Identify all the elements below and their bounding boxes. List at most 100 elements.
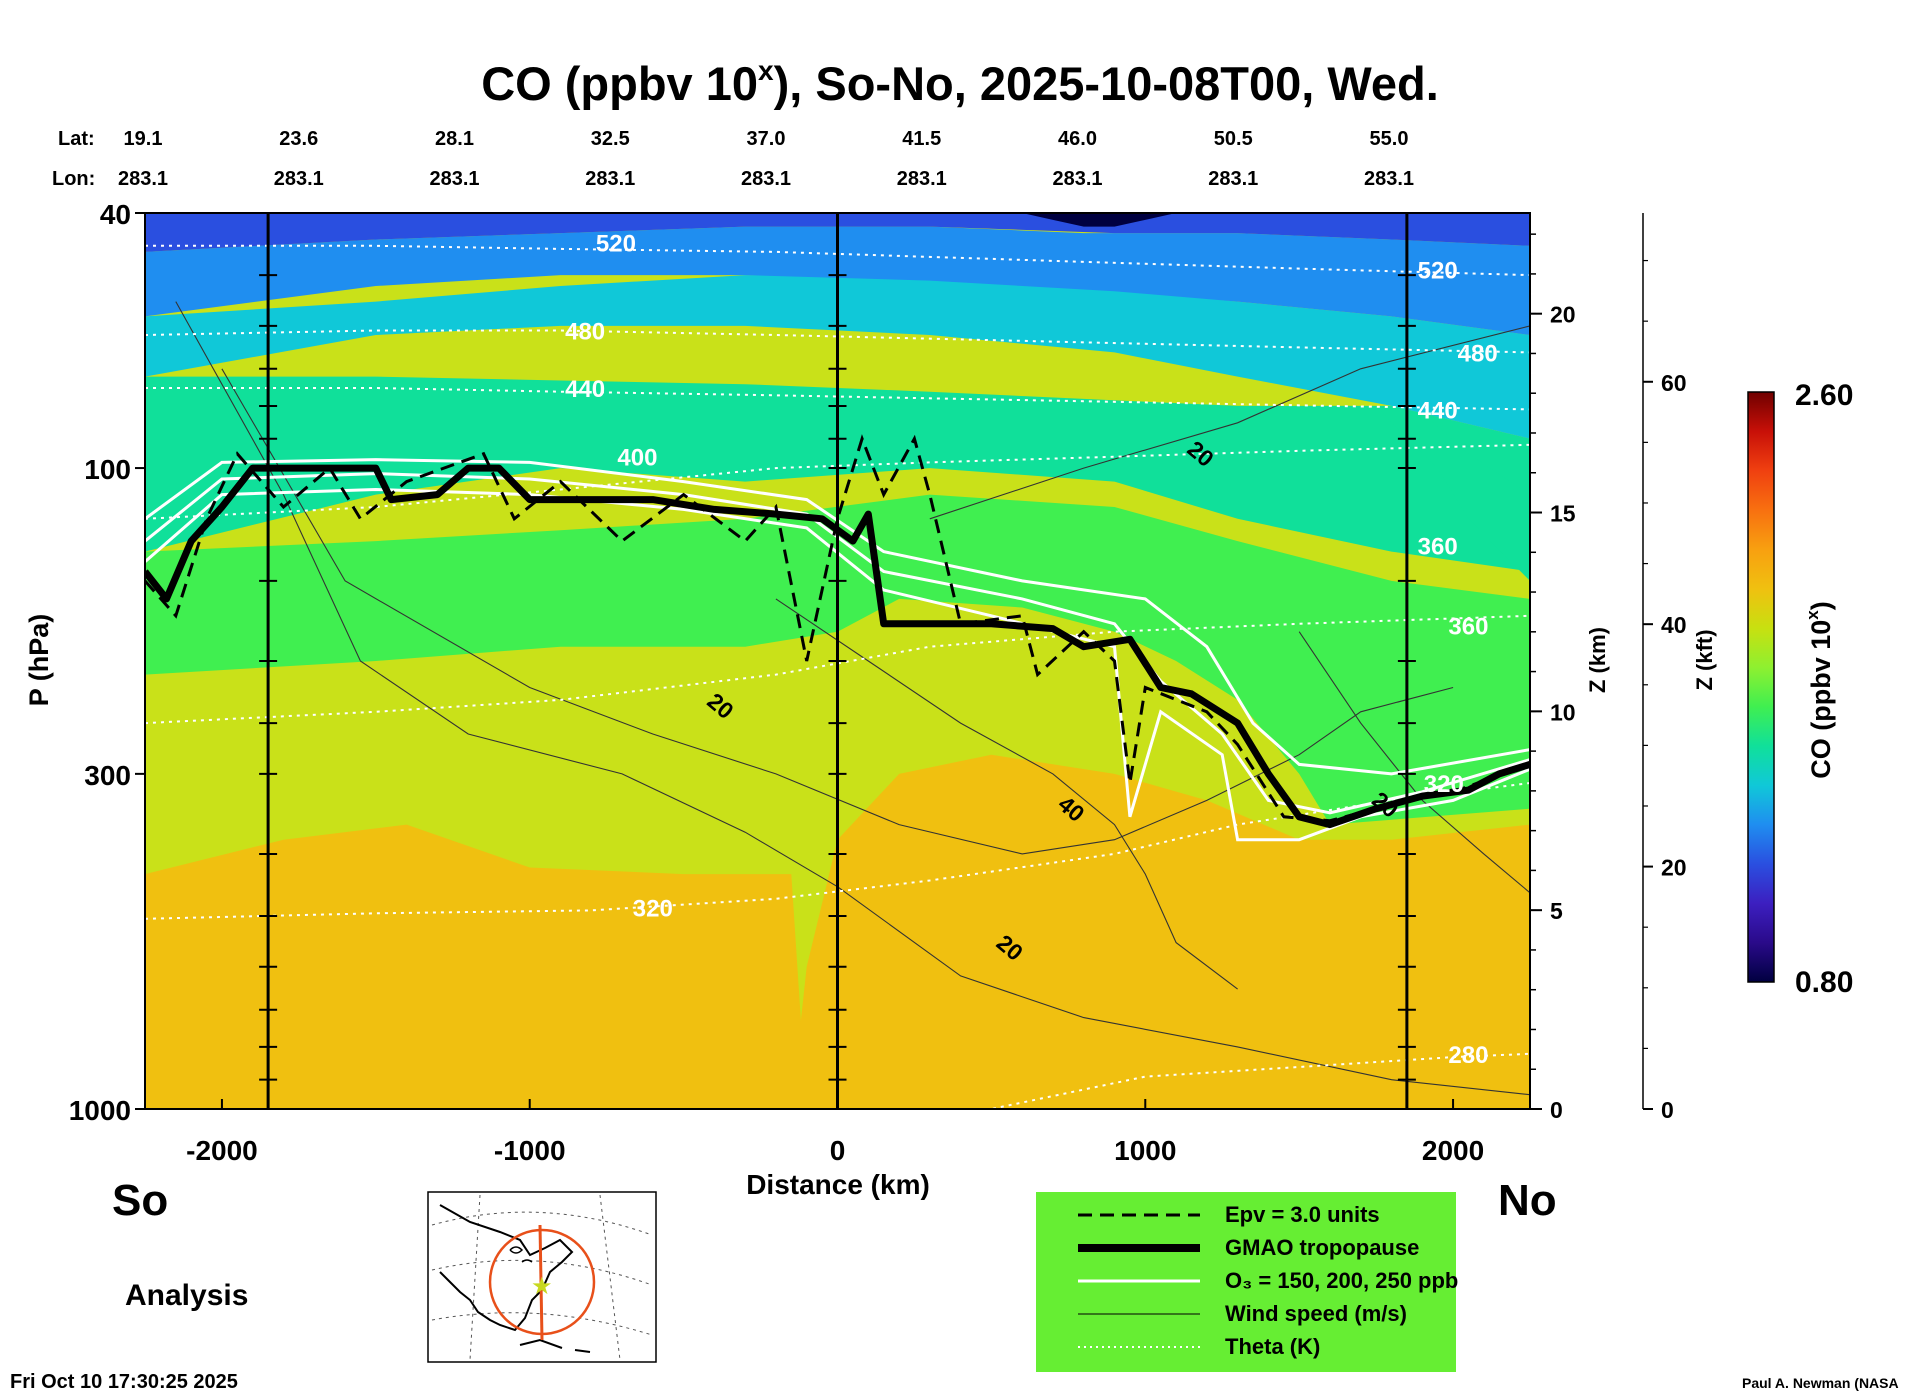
wind-contour <box>1298 631 1530 894</box>
z-km-axis-title: Z (km) <box>1585 627 1610 693</box>
co-field-region <box>1022 213 1177 227</box>
lon-value: 283.1 <box>1364 168 1414 190</box>
wind-contour <box>929 325 1530 520</box>
colorbar: 2.60 0.80 CO (ppbv 10x) <box>1747 379 1853 999</box>
lon-value: 283.1 <box>585 168 635 190</box>
x-tick-label: 1000 <box>1114 1135 1176 1166</box>
theta-contour-320 <box>145 782 1530 920</box>
south-label: So <box>112 1176 168 1225</box>
lat-value: 55.0 <box>1370 128 1409 150</box>
lon-value: 283.1 <box>274 168 324 190</box>
co-field-region <box>145 213 1530 252</box>
colorbar-ramp <box>1747 391 1775 983</box>
lat-value: 37.0 <box>747 128 786 150</box>
z-kft-tick-label: 60 <box>1661 370 1687 396</box>
z-km-tick-label: 0 <box>1550 1097 1563 1123</box>
z-kft-tick-label: 40 <box>1661 612 1687 638</box>
lon-value: 283.1 <box>118 168 168 190</box>
co-field-region <box>145 824 807 1109</box>
p-tick-label: 100 <box>84 454 131 485</box>
z-km-tick-label: 5 <box>1550 898 1563 924</box>
legend-label: O₃ = 150, 200, 250 ppb <box>1225 1268 1458 1293</box>
p-tick-label: 300 <box>84 760 131 791</box>
legend-label: GMAO tropopause <box>1225 1235 1419 1260</box>
wind-contour <box>221 368 1454 855</box>
legend-label: Theta (K) <box>1225 1334 1320 1359</box>
x-tick-label: 2000 <box>1422 1135 1484 1166</box>
legend: Epv = 3.0 units GMAO tropopause O₃ = 150, … <box>1036 1192 1458 1372</box>
tropopause-path <box>145 464 1530 829</box>
theta-label-440: 440 <box>565 376 605 403</box>
lat-row-label: Lat: <box>58 128 95 150</box>
lat-value: 50.5 <box>1214 128 1253 150</box>
lon-value: 283.1 <box>1052 168 1102 190</box>
lon-value: 283.1 <box>1208 168 1258 190</box>
lat-lon-header: 19.1 283.1 23.6 283.1 28.1 283.1 32.5 283.1 37.0… <box>118 128 1414 190</box>
z-km-tick-label: 10 <box>1550 699 1576 725</box>
analysis-label: Analysis <box>125 1279 248 1312</box>
lon-value: 283.1 <box>897 168 947 190</box>
lat-value: 19.1 <box>124 128 163 150</box>
co-field-region <box>1376 405 1530 581</box>
co-field-region <box>145 226 1530 335</box>
co-field-region <box>145 494 1530 825</box>
theta-label-right-320: 320 <box>1424 771 1464 798</box>
theta-contours <box>145 244 1530 1109</box>
lon-row-label: Lon: <box>52 168 95 190</box>
chart-title: CO (ppbv 10x), So-No, 2025-10-08T00, Wed… <box>481 55 1439 110</box>
credit: Paul A. Newman (NASA <box>1742 1375 1899 1391</box>
z-km-tick-label: 15 <box>1550 501 1576 527</box>
ozone-contour-250 <box>145 487 1530 842</box>
theta-contour-440 <box>145 387 1530 411</box>
theta-contour-480 <box>145 329 1530 354</box>
z-km-tick-label: 20 <box>1550 302 1576 328</box>
map-lakes <box>509 1246 533 1263</box>
legend-items: Epv = 3.0 units GMAO tropopause O₃ = 150, … <box>1078 1202 1458 1359</box>
theta-label-320: 320 <box>633 896 673 923</box>
wind-speed-contours <box>175 301 1530 1096</box>
locator-map: ★ <box>427 1191 657 1363</box>
epv-contour <box>145 434 1530 823</box>
lat-value: 23.6 <box>279 128 318 150</box>
axes: -2000 -1000 0 1000 2000 40 100 300 1000 0 5 10 15 20 0… <box>69 199 1687 1166</box>
co-field-region <box>145 275 1530 439</box>
lon-value: 283.1 <box>429 168 479 190</box>
x-tick-label: -1000 <box>494 1135 566 1166</box>
plot-area: 2803203604004404805205204804403603202020… <box>144 212 1531 1110</box>
theta-label-400: 400 <box>617 445 657 472</box>
x-tick-label: -2000 <box>186 1135 258 1166</box>
z-kft-tick-label: 0 <box>1661 1097 1674 1123</box>
z-kft-tick-label: 20 <box>1661 855 1687 881</box>
wind-contour <box>175 301 1530 1096</box>
vertical-reference-lines <box>259 212 1416 1109</box>
theta-contour-280 <box>145 1052 1530 1109</box>
legend-label: Epv = 3.0 units <box>1225 1202 1380 1227</box>
colorbar-title: CO (ppbv 10x) <box>1803 601 1836 779</box>
x-axis-title: Distance (km) <box>746 1169 930 1200</box>
colorbar-max-label: 2.60 <box>1795 379 1853 412</box>
north-label: No <box>1498 1176 1557 1225</box>
theta-contour-520 <box>145 244 1530 277</box>
theta-label-right-360: 360 <box>1418 533 1458 560</box>
theta-label-right-480: 480 <box>1458 340 1498 367</box>
theta-label-right-440: 440 <box>1418 397 1458 424</box>
theta-label-480: 480 <box>565 318 605 345</box>
colorbar-min-label: 0.80 <box>1795 966 1853 999</box>
z-kft-axis-title: Z (kft) <box>1692 629 1717 690</box>
theta-label-520: 520 <box>596 231 636 258</box>
wind-contour <box>775 598 1238 990</box>
epv-line <box>145 434 1530 823</box>
lat-value: 32.5 <box>591 128 630 150</box>
lon-value: 283.1 <box>741 168 791 190</box>
timestamp: Fri Oct 10 17:30:25 2025 <box>10 1371 238 1393</box>
map-cross-section-line <box>538 1224 544 1341</box>
lat-value: 46.0 <box>1058 128 1097 150</box>
legend-label: Wind speed (m/s) <box>1225 1301 1407 1326</box>
y-axis-title: P (hPa) <box>24 614 54 707</box>
p-tick-label: 1000 <box>69 1095 131 1126</box>
theta-contour-360 <box>145 614 1530 725</box>
tropopause-line <box>145 464 1530 829</box>
lat-value: 28.1 <box>435 128 474 150</box>
theta-label-right-520: 520 <box>1418 257 1458 284</box>
